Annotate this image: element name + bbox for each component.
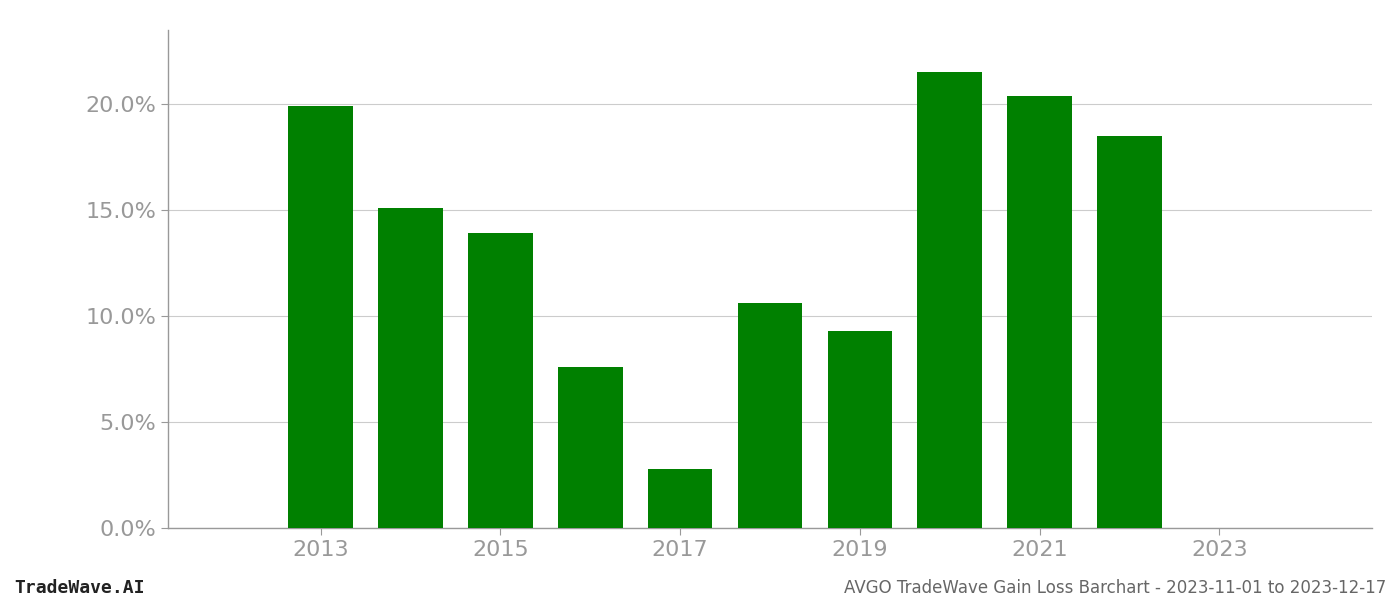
Text: AVGO TradeWave Gain Loss Barchart - 2023-11-01 to 2023-12-17: AVGO TradeWave Gain Loss Barchart - 2023… xyxy=(844,579,1386,597)
Bar xyxy=(378,208,442,528)
Bar xyxy=(1098,136,1162,528)
Bar xyxy=(917,73,981,528)
Bar xyxy=(559,367,623,528)
Bar xyxy=(468,233,533,528)
Bar xyxy=(1007,95,1072,528)
Bar xyxy=(648,469,713,528)
Bar xyxy=(827,331,892,528)
Text: TradeWave.AI: TradeWave.AI xyxy=(14,579,144,597)
Bar xyxy=(738,304,802,528)
Bar xyxy=(288,106,353,528)
